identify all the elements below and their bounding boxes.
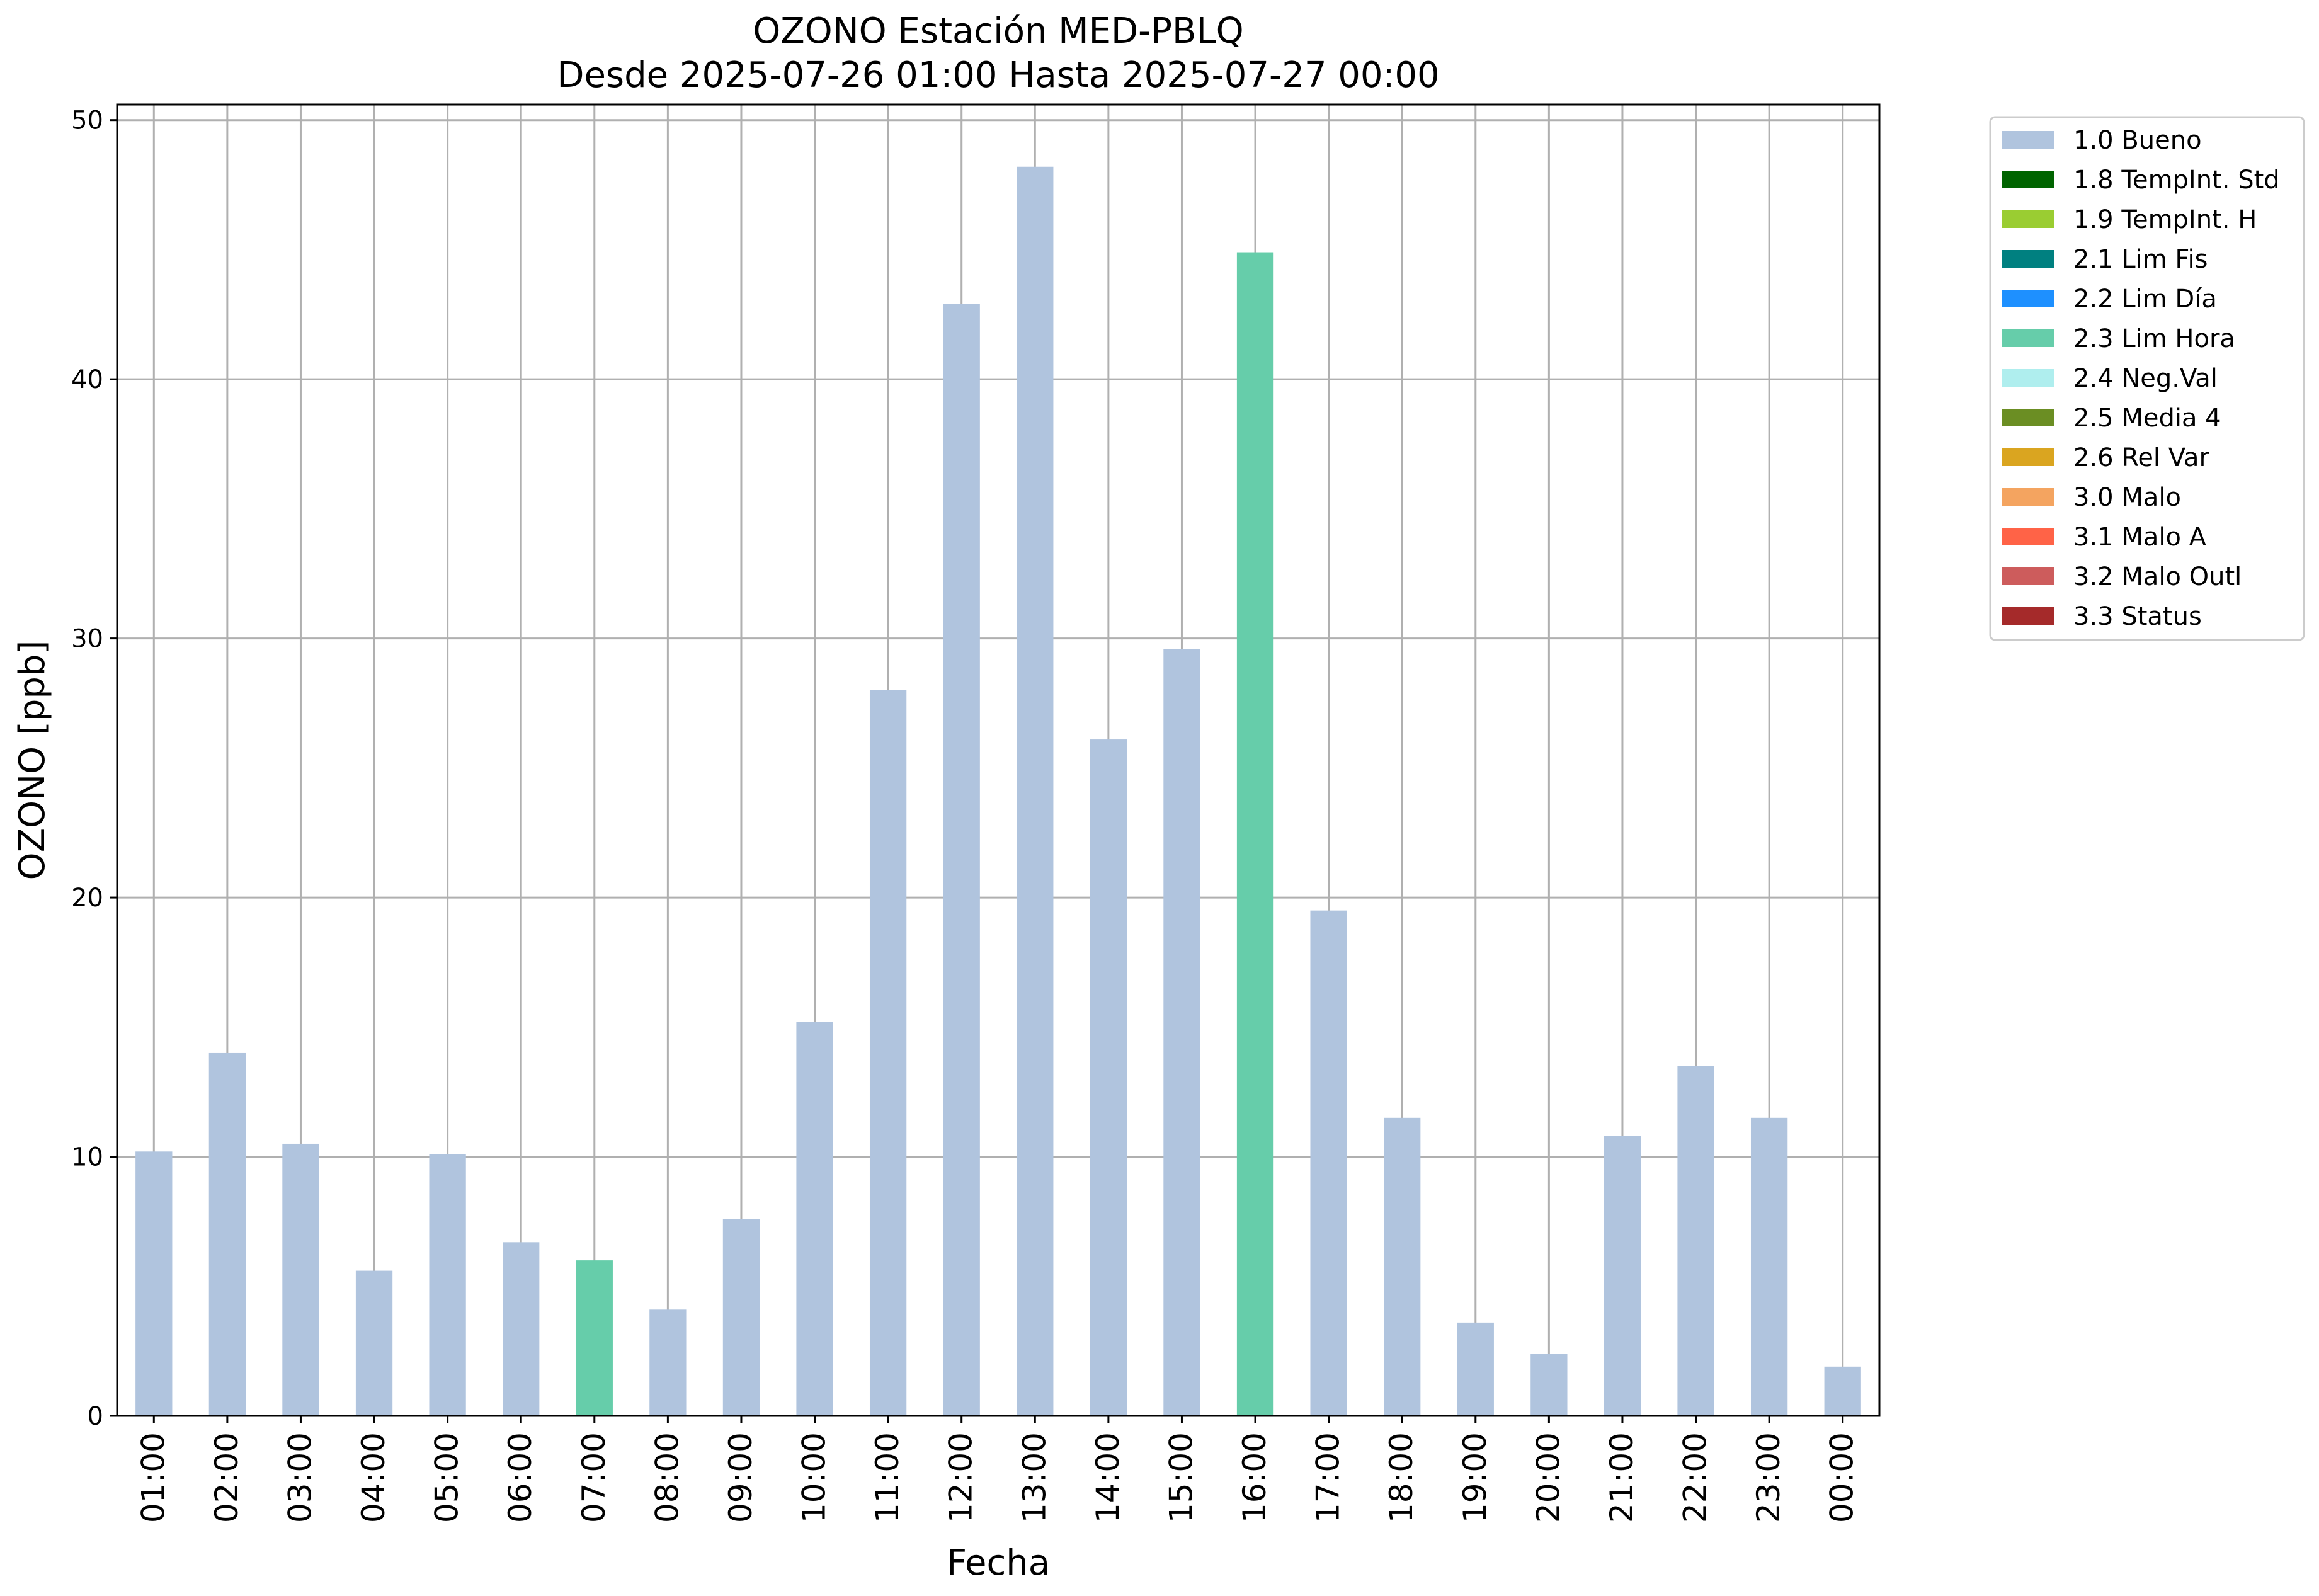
y-tick-label: 30 bbox=[71, 625, 103, 654]
x-axis-label: Fecha bbox=[947, 1542, 1050, 1583]
x-tick-label: 21:00 bbox=[1604, 1432, 1640, 1523]
chart-title: OZONO Estación MED-PBLQ bbox=[753, 11, 1244, 52]
y-tick-label: 20 bbox=[71, 884, 103, 913]
x-axis-ticks: 01:00 02:00 03:00 04:00 05:00 06:00 07:00 08:00… bbox=[135, 1416, 1860, 1523]
x-tick-label: 01:00 bbox=[135, 1432, 171, 1523]
chart-subtitle: Desde 2025-07-26 01:00 Hasta 2025-07-27 … bbox=[557, 55, 1439, 96]
x-tick-label: 02:00 bbox=[208, 1432, 245, 1523]
y-axis-label: OZONO [ppb] bbox=[12, 641, 53, 881]
y-tick-label: 50 bbox=[71, 106, 103, 135]
legend-label: 1.9 TempInt. H bbox=[2073, 205, 2257, 234]
bar bbox=[1457, 1322, 1494, 1416]
y-tick-label: 40 bbox=[71, 365, 103, 394]
y-tick-label: 0 bbox=[88, 1402, 103, 1431]
bar bbox=[943, 304, 980, 1416]
x-tick-label: 11:00 bbox=[869, 1432, 906, 1523]
x-tick-label: 05:00 bbox=[429, 1432, 465, 1523]
bar bbox=[1677, 1066, 1714, 1416]
legend-label: 2.4 Neg.Val bbox=[2073, 364, 2218, 393]
legend-swatch bbox=[2002, 171, 2054, 188]
legend-swatch bbox=[2002, 567, 2054, 585]
x-tick-label: 10:00 bbox=[796, 1432, 833, 1523]
bar bbox=[576, 1260, 613, 1416]
bar bbox=[1163, 649, 1200, 1416]
legend-swatch bbox=[2002, 448, 2054, 466]
bar bbox=[503, 1242, 540, 1416]
bar bbox=[1310, 910, 1347, 1416]
legend-label: 3.0 Malo bbox=[2073, 483, 2181, 512]
legend-swatch bbox=[2002, 290, 2054, 307]
x-tick-label: 22:00 bbox=[1677, 1432, 1714, 1523]
x-tick-label: 23:00 bbox=[1750, 1432, 1787, 1523]
x-tick-label: 16:00 bbox=[1236, 1432, 1273, 1523]
legend-swatch bbox=[2002, 488, 2054, 506]
legend-swatch bbox=[2002, 131, 2054, 149]
bar bbox=[135, 1151, 173, 1416]
bar bbox=[355, 1270, 393, 1416]
legend-swatch bbox=[2002, 409, 2054, 426]
bar bbox=[1236, 252, 1274, 1416]
x-tick-label: 04:00 bbox=[355, 1432, 392, 1523]
bar bbox=[1090, 739, 1127, 1416]
bar bbox=[722, 1219, 760, 1416]
legend-swatch bbox=[2002, 607, 2054, 625]
x-tick-label: 19:00 bbox=[1457, 1432, 1493, 1523]
x-tick-label: 06:00 bbox=[502, 1432, 538, 1523]
bar bbox=[869, 690, 907, 1416]
x-tick-label: 17:00 bbox=[1310, 1432, 1347, 1523]
x-tick-label: 09:00 bbox=[722, 1432, 759, 1523]
bar bbox=[429, 1154, 466, 1416]
bar bbox=[1384, 1117, 1421, 1416]
legend-swatch bbox=[2002, 369, 2054, 387]
legend-label: 1.8 TempInt. Std bbox=[2073, 166, 2280, 195]
legend-label: 3.2 Malo Outl bbox=[2073, 562, 2242, 591]
bar bbox=[1017, 166, 1054, 1416]
bar bbox=[282, 1143, 319, 1416]
bar bbox=[208, 1052, 246, 1416]
x-tick-label: 08:00 bbox=[649, 1432, 685, 1523]
bar bbox=[649, 1309, 687, 1416]
legend-label: 2.1 Lim Fis bbox=[2073, 245, 2208, 274]
legend-label: 2.6 Rel Var bbox=[2073, 443, 2210, 472]
bars bbox=[135, 166, 1861, 1416]
x-tick-label: 18:00 bbox=[1383, 1432, 1420, 1523]
legend-frame bbox=[1989, 116, 2305, 641]
x-tick-label: 20:00 bbox=[1530, 1432, 1566, 1523]
x-tick-label: 12:00 bbox=[943, 1432, 979, 1523]
bar bbox=[796, 1022, 833, 1416]
bar bbox=[1824, 1366, 1861, 1416]
legend-swatch bbox=[2002, 528, 2054, 545]
legend-swatch bbox=[2002, 210, 2054, 228]
bar bbox=[1604, 1136, 1641, 1416]
x-tick-label: 14:00 bbox=[1090, 1432, 1126, 1523]
x-tick-label: 15:00 bbox=[1163, 1432, 1199, 1523]
legend-swatch bbox=[2002, 329, 2054, 347]
x-tick-label: 13:00 bbox=[1016, 1432, 1052, 1523]
legend-label: 3.1 Malo A bbox=[2073, 523, 2207, 552]
y-tick-label: 10 bbox=[71, 1143, 103, 1172]
legend-label: 2.5 Media 4 bbox=[2073, 404, 2221, 433]
x-tick-label: 03:00 bbox=[282, 1432, 318, 1523]
y-axis-ticks: 0 10 20 30 40 50 bbox=[71, 106, 117, 1431]
legend-swatch bbox=[2002, 250, 2054, 268]
legend-label: 2.2 Lim Día bbox=[2073, 285, 2217, 314]
legend-label: 3.3 Status bbox=[2073, 602, 2202, 631]
x-tick-label: 07:00 bbox=[576, 1432, 612, 1523]
legend-label: 1.0 Bueno bbox=[2073, 126, 2202, 155]
bar bbox=[1530, 1354, 1568, 1416]
legend: 1.0 Bueno 1.8 TempInt. Std 1.9 TempInt. H 2… bbox=[1989, 116, 2305, 641]
x-tick-label: 00:00 bbox=[1824, 1432, 1860, 1523]
bar bbox=[1750, 1117, 1788, 1416]
legend-label: 2.3 Lim Hora bbox=[2073, 324, 2235, 353]
plot-frame bbox=[116, 103, 1881, 1417]
